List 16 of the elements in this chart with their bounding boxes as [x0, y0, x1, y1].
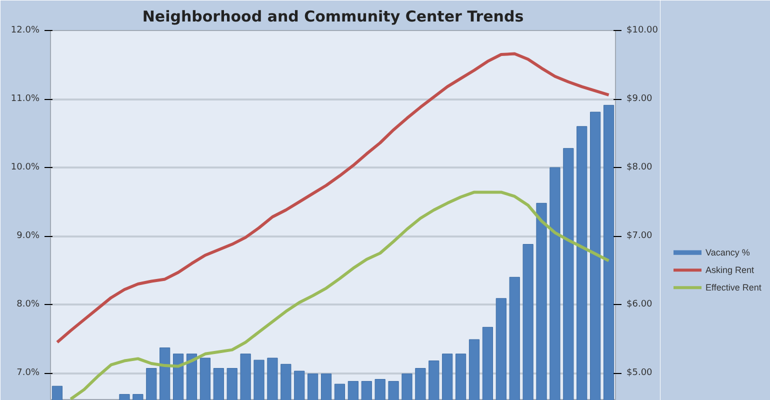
y2-tick-label: $5.00	[626, 368, 653, 378]
y-tick-label: 11.0%	[10, 94, 40, 104]
legend-label: Vacancy %	[706, 248, 750, 258]
y2-tick-label: $10.00	[626, 26, 658, 36]
y2-tick-label: $7.00	[626, 231, 653, 242]
y-tick-label: 8.0%	[16, 300, 40, 310]
y2-tick-label: $6.00	[626, 300, 653, 310]
y-tick-label: 7.0%	[16, 368, 40, 378]
y-tick-label: 9.0%	[16, 231, 40, 242]
y2-tick-label: $9.00	[626, 94, 653, 104]
y-tick-label: 12.0%	[10, 26, 40, 36]
legend-label: Effective Rent	[706, 282, 762, 293]
y2-tick-label: $8.00	[626, 162, 653, 173]
y-tick-label: 10.0%	[10, 162, 40, 173]
chart-title: Neighborhood and Community Center Trends	[142, 8, 524, 26]
legend-label: Asking Rent	[706, 265, 755, 276]
